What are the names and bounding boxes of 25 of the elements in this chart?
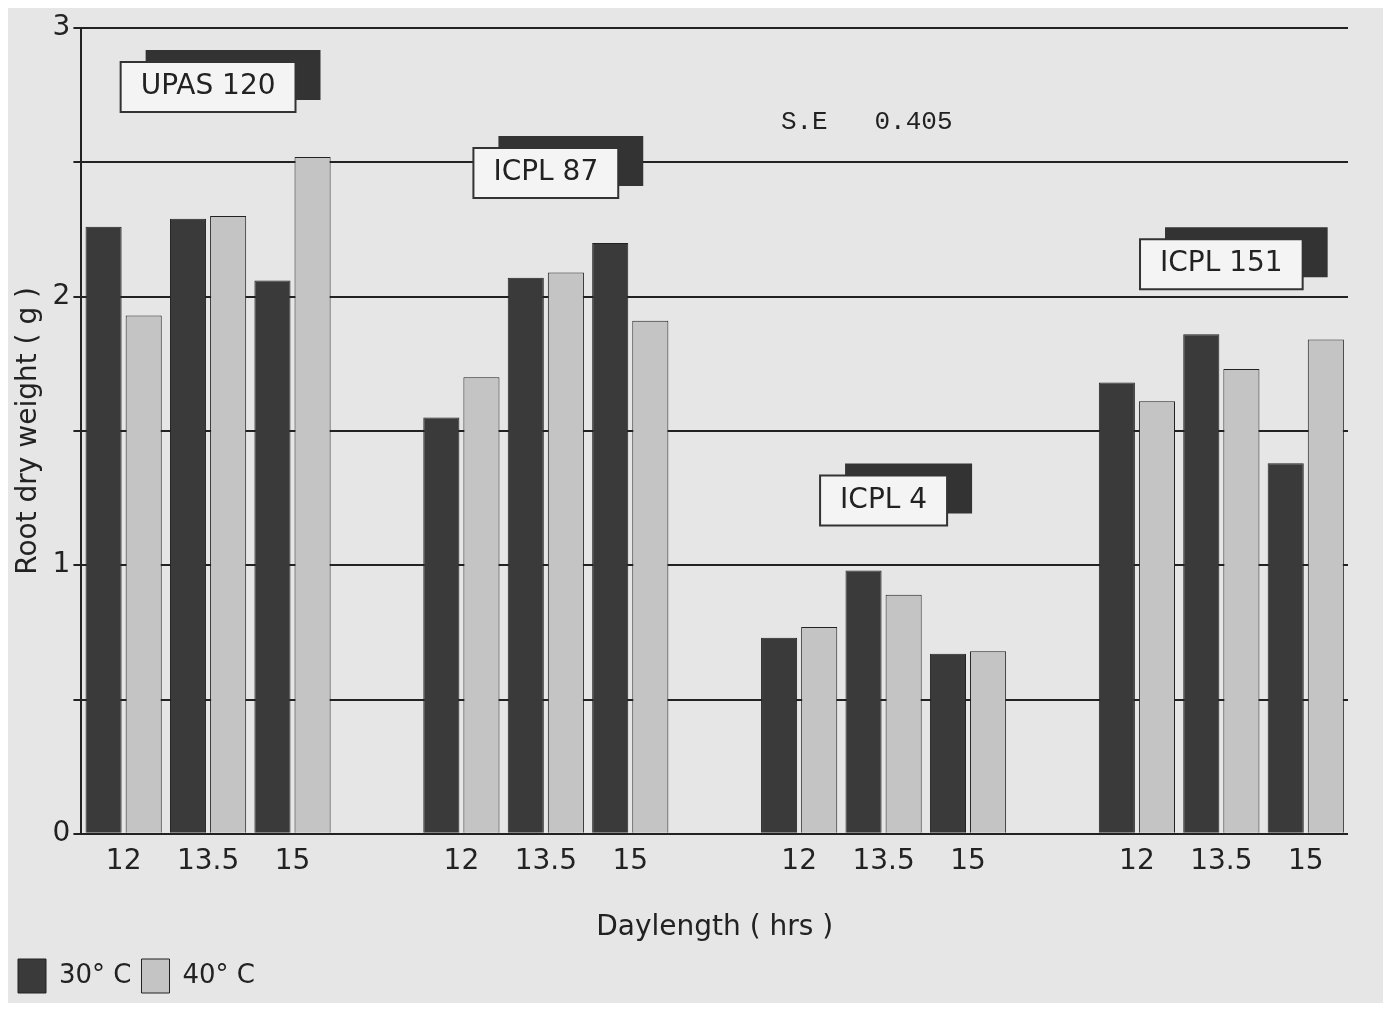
x-tick-label: 12: [1119, 842, 1155, 876]
y-tick-label: 1: [52, 546, 71, 580]
y-axis-title: Root dry weight ( g ): [10, 286, 44, 575]
x-tick-label: 15: [612, 842, 649, 876]
annotation: ICPL 4: [840, 481, 928, 515]
legend-label: 40° C: [182, 958, 256, 989]
y-tick-label: 2: [52, 277, 71, 311]
annotation: UPAS 120: [140, 68, 276, 102]
x-tick-label: 12: [105, 842, 142, 876]
legend-label: 30° C: [59, 958, 132, 989]
y-tick-label: 3: [52, 9, 71, 43]
annotation: ICPL 151: [1160, 245, 1283, 279]
x-tick-label: 12: [781, 842, 817, 876]
annotation: ICPL 87: [493, 154, 599, 188]
annotation: S.E 0.405: [780, 106, 953, 137]
x-tick-label: 13.5: [176, 842, 240, 876]
x-axis-title: Daylength ( hrs ): [596, 909, 834, 943]
y-tick-label: 0: [52, 815, 71, 849]
x-tick-label: 13.5: [1190, 842, 1253, 876]
x-tick-label: 13.5: [514, 842, 577, 876]
x-tick-label: 12: [443, 842, 480, 876]
x-tick-label: 13.5: [852, 842, 915, 876]
x-tick-label: 15: [274, 842, 311, 876]
x-tick-label: 15: [1287, 842, 1324, 876]
x-tick-label: 15: [950, 842, 986, 876]
